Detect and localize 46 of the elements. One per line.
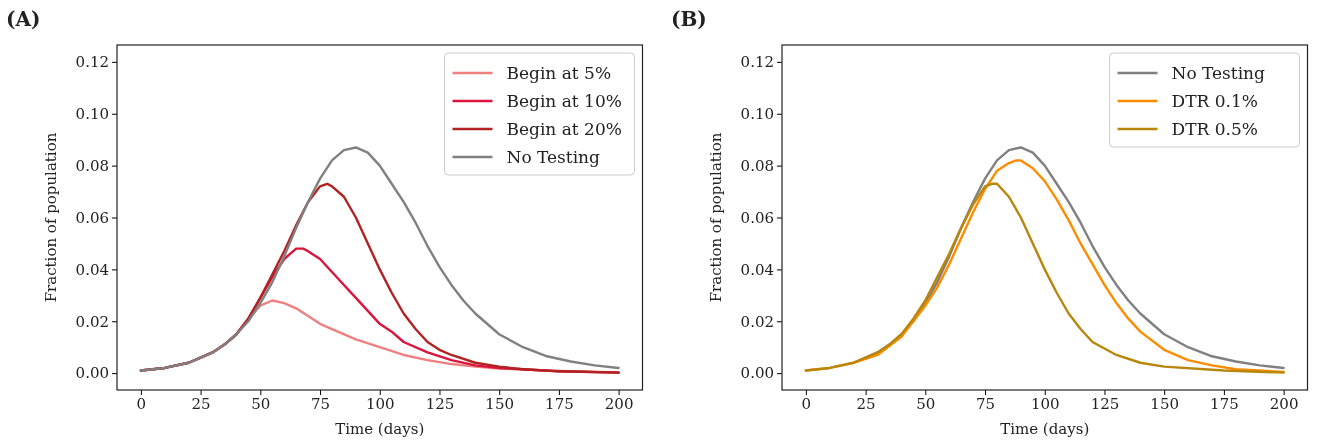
legend-label: Begin at 5%: [506, 63, 612, 83]
x-tick-label: 150: [1149, 394, 1179, 413]
y-tick-label: 0.10: [75, 105, 109, 124]
y-tick-label: 0.08: [740, 156, 774, 175]
x-tick-label: 125: [425, 394, 455, 413]
y-axis-title: Fraction of population: [706, 132, 725, 303]
chart-title: (A): [6, 7, 41, 31]
line-series: [139, 146, 620, 372]
x-tick-label: 125: [1090, 394, 1119, 413]
y-tick-label: 0.12: [740, 53, 774, 72]
chart-title: (B): [670, 7, 707, 31]
x-tick-label: 175: [1209, 394, 1239, 413]
x-tick-label: 0: [136, 394, 147, 413]
x-tick-label: 25: [191, 394, 211, 413]
legend-label: DTR 0.1%: [1171, 91, 1258, 111]
y-tick-label: 0.04: [75, 260, 109, 279]
y-tick-label: 0.00: [740, 364, 774, 383]
legend-label: Begin at 10%: [506, 91, 622, 111]
x-tick-label: 150: [485, 394, 514, 413]
y-tick-label: 0.00: [75, 364, 109, 383]
x-tick-label: 50: [915, 394, 935, 413]
y-axis-title: Fraction of population: [42, 132, 60, 303]
legend-label: No Testing: [506, 147, 601, 167]
legend-label: DTR 0.5%: [1171, 119, 1258, 139]
x-tick-label: 200: [1269, 394, 1298, 413]
x-axis-title: Time (days): [335, 420, 425, 438]
y-tick-label: 0.06: [75, 208, 109, 227]
x-tick-label: 50: [251, 394, 271, 413]
y-tick-label: 0.06: [740, 208, 774, 227]
y-tick-label: 0.08: [75, 156, 109, 175]
y-tick-label: 0.04: [740, 260, 774, 279]
x-tick-label: 75: [975, 394, 995, 413]
y-tick-label: 0.02: [740, 312, 774, 331]
legend-label: Begin at 20%: [506, 119, 622, 139]
x-tick-label: 75: [310, 394, 331, 413]
y-tick-label: 0.12: [75, 53, 109, 72]
x-tick-label: 175: [545, 394, 574, 413]
x-tick-label: 25: [856, 394, 876, 413]
y-tick-label: 0.02: [75, 312, 109, 331]
x-tick-label: 100: [1030, 394, 1060, 413]
x-axis-title: Time (days): [999, 420, 1089, 438]
y-tick-label: 0.10: [740, 105, 774, 124]
x-tick-label: 0: [801, 394, 811, 413]
legend-label: No Testing: [1171, 63, 1265, 83]
x-tick-label: 200: [604, 394, 634, 413]
x-tick-label: 100: [365, 394, 395, 413]
